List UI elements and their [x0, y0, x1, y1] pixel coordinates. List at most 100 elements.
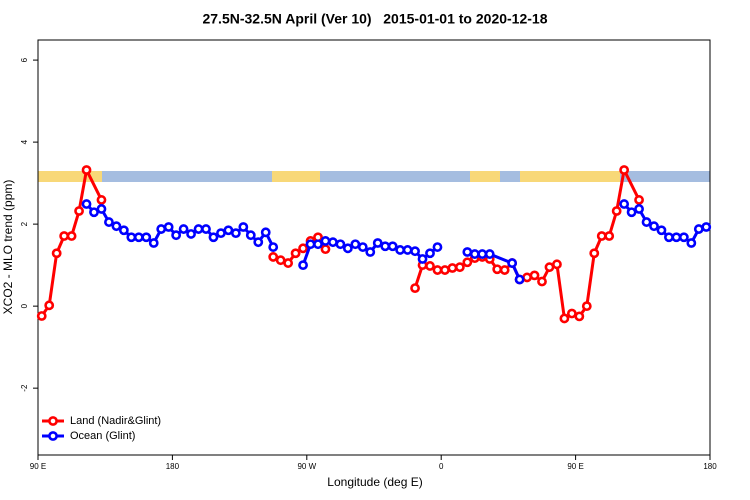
data-point: [74, 206, 84, 216]
land-strip: [520, 171, 620, 182]
data-point: [410, 246, 420, 257]
data-point: [693, 224, 704, 234]
data-point: [566, 308, 577, 319]
data-point: [178, 224, 189, 234]
data-point: [81, 199, 92, 209]
data-point: [260, 227, 271, 238]
data-point: [193, 224, 204, 234]
data-point: [664, 232, 674, 243]
data-point: [268, 252, 279, 262]
data-point: [36, 311, 47, 321]
y-tick-label: 0: [20, 303, 29, 308]
ocean-strip: [38, 171, 710, 182]
data-point: [410, 283, 420, 293]
data-point: [126, 232, 137, 243]
data-point: [223, 225, 234, 236]
data-point: [641, 217, 652, 227]
data-point: [208, 232, 219, 243]
x-tick-label: 90 E: [567, 462, 583, 471]
data-point: [320, 244, 331, 255]
data-point: [111, 221, 122, 232]
data-point: [298, 243, 308, 254]
data-point: [350, 239, 361, 250]
data-point: [238, 222, 249, 232]
data-point: [245, 230, 256, 241]
data-point: [268, 242, 279, 252]
data-point: [395, 245, 406, 255]
data-point: [529, 270, 540, 281]
data-point: [596, 231, 607, 241]
data-point: [514, 274, 525, 285]
data-point: [380, 241, 391, 252]
data-point: [619, 165, 630, 175]
data-point: [469, 249, 480, 259]
data-point: [544, 262, 555, 273]
legend-marker: [48, 431, 58, 441]
chart-title: 27.5N-32.5N April (Ver 10) 2015-01-01 to…: [202, 11, 547, 27]
data-point: [462, 247, 473, 257]
x-tick-label: 90 E: [30, 462, 46, 471]
x-axis-label: Longitude (deg E): [327, 475, 422, 489]
data-point: [507, 258, 518, 268]
legend-label: Ocean (Glint): [70, 430, 135, 442]
data-point: [559, 313, 570, 324]
data-point: [589, 248, 600, 259]
y-tick-label: 2: [20, 221, 29, 226]
data-point: [440, 265, 450, 275]
data-point: [671, 232, 682, 243]
data-point: [425, 248, 435, 259]
data-point: [537, 276, 547, 287]
data-point: [156, 224, 167, 234]
data-point: [574, 311, 585, 322]
data-point: [552, 259, 562, 270]
data-point: [186, 229, 196, 239]
data-point: [275, 255, 286, 266]
data-point: [425, 261, 435, 271]
data-point: [522, 272, 532, 283]
data-point: [417, 254, 428, 264]
legend-label: Land (Nadir&Glint): [70, 415, 161, 427]
data-point: [118, 225, 129, 236]
data-point: [104, 217, 114, 227]
data-point: [171, 230, 182, 241]
land-strip: [272, 171, 320, 182]
data-point: [492, 264, 503, 275]
data-point: [432, 265, 443, 275]
data-point: [89, 207, 99, 218]
data-point: [604, 231, 615, 241]
data-point: [619, 199, 630, 209]
data-point: [387, 241, 398, 252]
plot-box: [37, 39, 711, 456]
data-point: [163, 222, 174, 232]
data-point: [432, 242, 443, 252]
data-point: [96, 204, 107, 214]
x-tick-label: 180: [703, 462, 717, 471]
land-ocean-strip: [38, 171, 710, 182]
data-point: [305, 239, 316, 250]
data-point: [81, 165, 92, 175]
y-tick-label: -2: [20, 384, 29, 392]
data-point: [216, 228, 226, 239]
data-point: [230, 228, 241, 239]
x-tick-label: 90 W: [297, 462, 316, 471]
data-point: [357, 242, 368, 252]
data-point: [320, 236, 331, 246]
data-point: [335, 239, 346, 250]
data-point: [634, 195, 644, 205]
data-point: [649, 221, 659, 232]
data-point: [44, 300, 55, 311]
y-tick-label: 4: [20, 139, 29, 144]
data-point: [298, 260, 308, 271]
data-point: [678, 232, 689, 243]
x-tick-label: 0: [439, 462, 444, 471]
data-point: [328, 237, 338, 248]
data-point: [656, 225, 667, 236]
data-point: [634, 204, 644, 214]
data-point: [59, 231, 70, 241]
data-point: [253, 237, 264, 248]
land-strip: [470, 171, 500, 182]
data-point: [66, 231, 77, 241]
